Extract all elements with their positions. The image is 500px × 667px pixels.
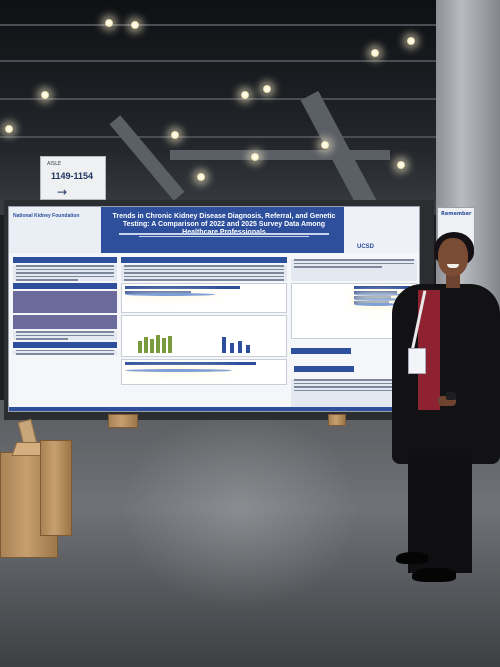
section-header — [13, 282, 117, 289]
research-poster: National Kidney Foundation Trends in Chr… — [8, 206, 420, 412]
section-header — [13, 341, 117, 348]
hall-floor — [0, 400, 500, 667]
poster-footer — [9, 407, 419, 411]
ceiling-light — [4, 124, 14, 134]
poster-authors — [109, 232, 339, 238]
ceiling-light — [170, 130, 180, 140]
presenter-face — [438, 238, 468, 276]
poster-organization: National Kidney Foundation — [13, 213, 80, 219]
section-header — [121, 257, 287, 263]
poster-title: Trends in Chronic Kidney Disease Diagnos… — [112, 213, 336, 236]
text-block — [291, 259, 417, 281]
poster-column-left — [13, 257, 117, 407]
section-header — [13, 257, 117, 263]
ceiling-light — [320, 140, 330, 150]
ceiling-truss — [0, 136, 500, 138]
floor-reflection — [120, 410, 360, 610]
arrow-right-icon: → — [57, 185, 68, 199]
section-header — [293, 366, 354, 372]
ceiling-light — [130, 20, 140, 30]
ceiling-truss — [0, 24, 500, 26]
cardboard-box — [108, 414, 138, 428]
ceiling-light — [104, 18, 114, 28]
presenter-watch — [446, 392, 456, 400]
ceiling-light — [396, 160, 406, 170]
text-block — [13, 349, 117, 355]
ceiling-light — [40, 90, 50, 100]
ceiling-light — [240, 90, 250, 100]
presenter-blouse — [418, 290, 440, 410]
presenter-jacket — [392, 284, 500, 464]
poster-affiliation-area — [344, 207, 419, 253]
poster-column-chart — [121, 314, 287, 357]
presenter-smile — [447, 264, 459, 268]
presenter-shoe — [396, 552, 428, 564]
presenter-neck — [446, 274, 460, 288]
ceiling-light — [406, 36, 416, 46]
presenter-hand — [438, 396, 456, 406]
cardboard-box — [328, 414, 346, 426]
highlight-box — [13, 314, 117, 329]
ceiling-duct — [170, 150, 390, 160]
ceiling-light — [250, 152, 260, 162]
text-block — [13, 265, 117, 281]
poster-affiliation: UCSD — [357, 244, 375, 250]
presenter-shoe — [412, 568, 456, 582]
text-block — [13, 330, 117, 340]
aisle-sign-label: AISLE — [47, 161, 62, 167]
section-header — [291, 348, 352, 354]
highlight-box — [13, 290, 117, 313]
ceiling-truss — [0, 60, 500, 62]
poster-column-middle — [121, 257, 287, 407]
aisle-sign-range: 1149-1154 — [51, 171, 94, 181]
reminder-sign-text: Remember — [441, 211, 472, 217]
poster-bar-chart — [121, 282, 287, 313]
ceiling-light — [196, 172, 206, 182]
ceiling-truss — [0, 98, 500, 100]
text-block — [121, 265, 287, 281]
presenter-badge — [408, 348, 426, 374]
poster-logo-area — [9, 207, 101, 253]
ceiling-light — [262, 84, 272, 94]
aisle-sign: AISLE 1149-1154 → — [40, 156, 106, 200]
cardboard-box — [40, 440, 72, 536]
ceiling-light — [370, 48, 380, 58]
poster-comparison-chart — [121, 358, 287, 385]
